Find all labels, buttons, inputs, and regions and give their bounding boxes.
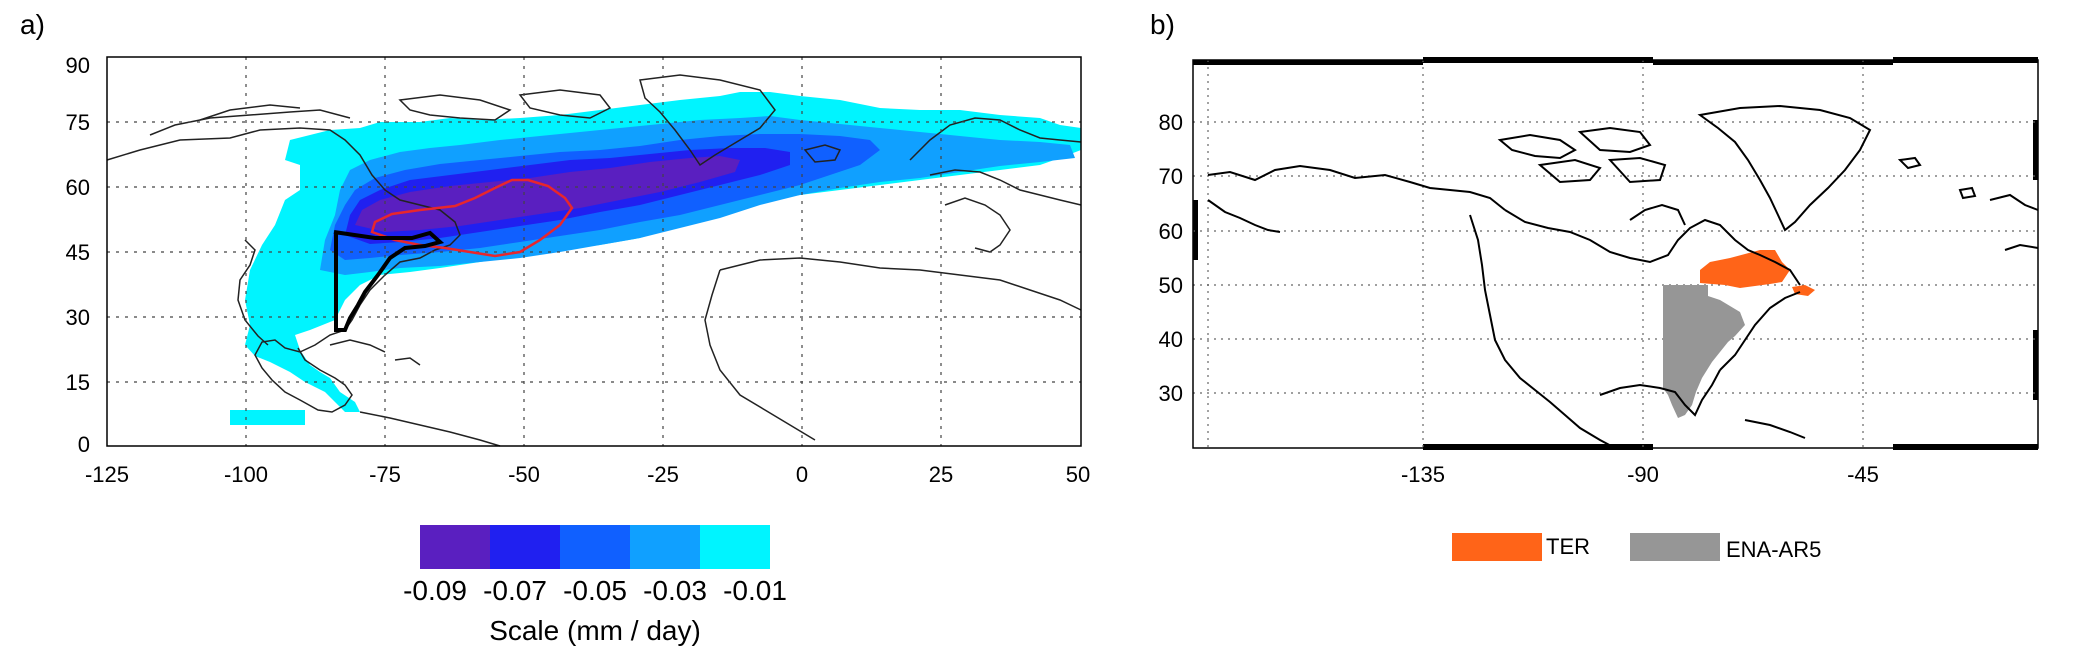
panel-b-label: b) [1150, 9, 1175, 40]
lon-tick: -135 [1401, 462, 1445, 487]
lon-tick: -45 [1847, 462, 1879, 487]
lat-tick: 0 [78, 432, 90, 457]
panel-b-legend: TER ENA-AR5 [1452, 533, 1821, 562]
lat-tick: 15 [66, 370, 90, 395]
lat-tick: 60 [66, 175, 90, 200]
lon-tick: -50 [508, 462, 540, 487]
ena-ar5-region [1663, 285, 1745, 418]
lat-tick: 30 [1159, 381, 1183, 406]
colorbar: -0.09 -0.07 -0.05 -0.03 -0.01 Scale (mm … [403, 525, 787, 646]
colorbar-title: Scale (mm / day) [489, 615, 701, 646]
panel-a-lon-axis: -125 -100 -75 -50 -25 0 25 50 [85, 462, 1090, 487]
colorbar-swatch [560, 525, 630, 569]
lat-tick: 70 [1159, 164, 1183, 189]
lon-tick: -75 [369, 462, 401, 487]
lat-tick: 80 [1159, 110, 1183, 135]
colorbar-swatch [700, 525, 770, 569]
lon-tick: -90 [1627, 462, 1659, 487]
colorbar-tick: -0.09 [403, 575, 467, 606]
lat-tick: 40 [1159, 327, 1183, 352]
lon-tick: -25 [647, 462, 679, 487]
panel-b-coastlines [1207, 104, 2039, 449]
ter-region-outline [370, 178, 574, 258]
legend-swatch-ter [1452, 533, 1542, 561]
lon-tick: 50 [1066, 462, 1090, 487]
anomaly-level-purple [355, 156, 740, 232]
lon-tick: -125 [85, 462, 129, 487]
panel-b-lon-axis: -135 -90 -45 [1401, 462, 1879, 487]
colorbar-tick: -0.03 [643, 575, 707, 606]
lat-tick: 30 [66, 305, 90, 330]
legend-swatch-ena [1630, 533, 1720, 561]
lat-tick: 60 [1159, 219, 1183, 244]
lat-tick: 90 [66, 53, 90, 78]
colorbar-swatch [420, 525, 490, 569]
lon-tick: -100 [224, 462, 268, 487]
lon-tick: 25 [929, 462, 953, 487]
colorbar-tick: -0.05 [563, 575, 627, 606]
legend-label-ter: TER [1546, 534, 1590, 559]
lat-tick: 45 [66, 240, 90, 265]
ena-region-outline [333, 230, 445, 332]
colorbar-tick: -0.07 [483, 575, 547, 606]
anomaly-field [230, 92, 1081, 425]
panel-a-map [106, 56, 1082, 447]
lat-tick: 75 [66, 110, 90, 135]
panel-a-label: a) [20, 9, 45, 40]
legend-label-ena: ENA-AR5 [1726, 537, 1821, 562]
panel-a-grid [107, 57, 1081, 446]
colorbar-swatch [630, 525, 700, 569]
panel-a-lat-axis: 90 75 60 45 30 15 0 [66, 53, 90, 457]
panel-b-map [1192, 57, 2039, 450]
ter-region [1700, 250, 1815, 296]
lat-tick: 50 [1159, 273, 1183, 298]
panel-b-lat-axis: 80 70 60 50 40 30 [1159, 110, 1183, 406]
lon-tick: 0 [796, 462, 808, 487]
colorbar-tick: -0.01 [723, 575, 787, 606]
panel-a-coastlines [106, 74, 1082, 447]
colorbar-swatch [490, 525, 560, 569]
